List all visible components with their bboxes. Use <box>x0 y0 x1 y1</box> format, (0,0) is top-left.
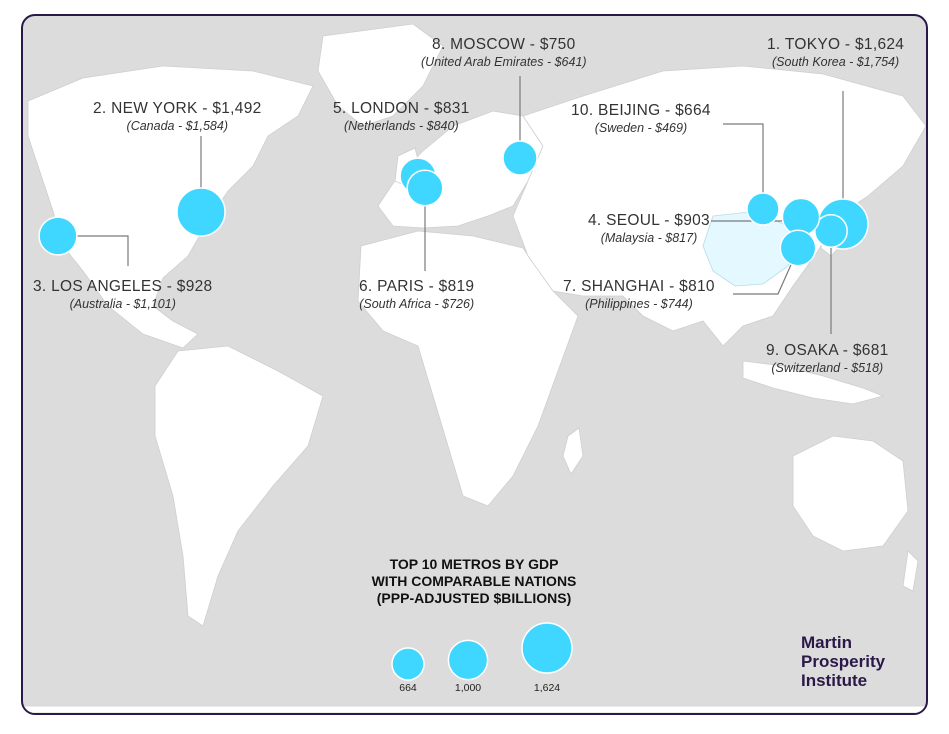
label-shanghai-title: 7. SHANGHAI - $810 <box>563 278 715 295</box>
label-los-angeles: 3. LOS ANGELES - $928 (Australia - $1,10… <box>33 278 212 311</box>
label-new-york-title: 2. NEW YORK - $1,492 <box>93 100 262 117</box>
label-osaka-comparison: (Switzerland - $518) <box>771 361 884 375</box>
martin-prosperity-institute-logo: Martin Prosperity Institute <box>801 633 885 690</box>
brand-line: Martin <box>801 633 852 652</box>
bubble-los-angeles[interactable] <box>38 216 78 256</box>
label-moscow: 8. MOSCOW - $750 (United Arab Emirates -… <box>421 36 587 69</box>
label-paris-title: 6. PARIS - $819 <box>359 278 475 295</box>
legend-bubble-664 <box>391 647 425 681</box>
legend-title-line: WITH COMPARABLE NATIONS <box>371 573 577 589</box>
legend-title-line: (PPP-ADJUSTED $BILLIONS) <box>376 590 572 606</box>
label-paris-comparison: (South Africa - $726) <box>359 297 475 311</box>
label-tokyo-title: 1. TOKYO - $1,624 <box>767 36 905 53</box>
city-bubbles <box>38 140 869 267</box>
label-seoul-title: 4. SEOUL - $903 <box>588 212 710 229</box>
label-moscow-title: 8. MOSCOW - $750 <box>432 36 576 53</box>
leader-beijing <box>723 123 764 208</box>
label-new-york-comparison: (Canada - $1,584) <box>126 119 228 133</box>
australia-landmass <box>792 435 909 552</box>
brand-line: Prosperity <box>801 652 886 671</box>
brand-line: Institute <box>801 671 868 690</box>
legend-label-1000: 1,000 <box>454 682 482 694</box>
legend-label-1624: 1,624 <box>533 682 561 694</box>
legend-bubbles <box>391 622 573 681</box>
label-paris: 6. PARIS - $819 (South Africa - $726) <box>359 278 474 311</box>
antarctica-landmass <box>23 705 926 713</box>
label-beijing: 10. BEIJING - $664 (Sweden - $469) <box>571 102 711 135</box>
greenland-landmass <box>317 23 444 127</box>
new-zealand-landmass <box>902 550 919 592</box>
label-seoul-comparison: (Malaysia - $817) <box>600 231 698 245</box>
label-osaka: 9. OSAKA - $681 (Switzerland - $518) <box>766 342 889 375</box>
south-america-landmass <box>154 345 324 627</box>
label-beijing-title: 10. BEIJING - $664 <box>571 102 711 119</box>
madagascar-landmass <box>562 427 584 475</box>
africa-landmass <box>357 230 579 507</box>
label-tokyo: 1. TOKYO - $1,624 (South Korea - $1,754) <box>767 36 904 69</box>
legend-title: TOP 10 METROS BY GDP WITH COMPARABLE NAT… <box>366 556 582 607</box>
legend-bubble-1000 <box>447 639 489 681</box>
label-shanghai-comparison: (Philippines - $744) <box>585 297 693 311</box>
map-frame: 1. TOKYO - $1,624 (South Korea - $1,754)… <box>21 14 928 715</box>
label-beijing-comparison: (Sweden - $469) <box>594 121 688 135</box>
bubble-paris[interactable] <box>406 169 444 207</box>
label-shanghai: 7. SHANGHAI - $810 (Philippines - $744) <box>563 278 715 311</box>
label-osaka-title: 9. OSAKA - $681 <box>766 342 889 359</box>
label-los-angeles-comparison: (Australia - $1,101) <box>69 297 176 311</box>
world-map <box>23 23 926 713</box>
label-tokyo-comparison: (South Korea - $1,754) <box>772 55 900 69</box>
southeast-asia-islands <box>742 360 885 405</box>
label-london-comparison: (Netherlands - $840) <box>343 119 459 133</box>
legend-bubble-1624 <box>521 622 573 674</box>
label-london-title: 5. LONDON - $831 <box>333 100 470 117</box>
bubble-osaka[interactable] <box>814 214 848 248</box>
bubble-shanghai[interactable] <box>779 229 817 267</box>
bubble-beijing[interactable] <box>746 192 780 226</box>
label-los-angeles-title: 3. LOS ANGELES - $928 <box>33 278 213 295</box>
label-moscow-comparison: (United Arab Emirates - $641) <box>421 55 587 69</box>
label-london: 5. LONDON - $831 (Netherlands - $840) <box>333 100 470 133</box>
leader-los-angeles <box>58 235 129 266</box>
bubble-new-york[interactable] <box>176 187 226 237</box>
legend-title-line: TOP 10 METROS BY GDP <box>389 556 559 572</box>
bubble-moscow[interactable] <box>502 140 538 176</box>
legend-label-664: 664 <box>399 682 417 694</box>
label-seoul: 4. SEOUL - $903 (Malaysia - $817) <box>588 212 710 245</box>
label-new-york: 2. NEW YORK - $1,492 (Canada - $1,584) <box>93 100 262 133</box>
asia-landmass <box>512 65 926 347</box>
